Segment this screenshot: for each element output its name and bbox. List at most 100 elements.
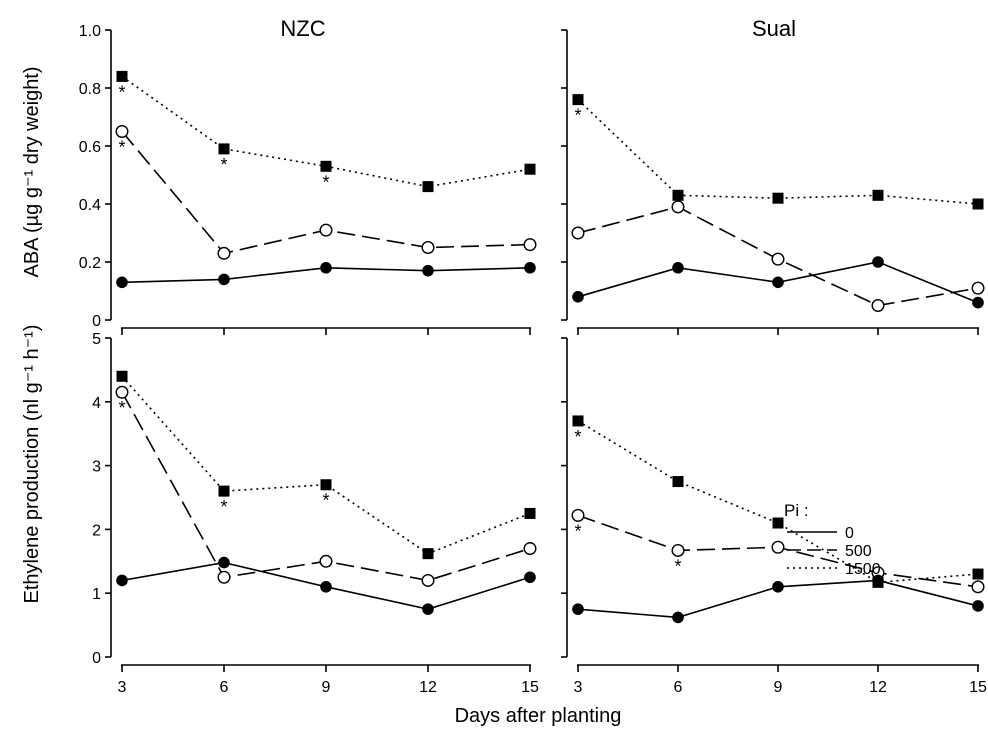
significance-star: * xyxy=(574,106,581,126)
y-tick-label: 0.2 xyxy=(79,255,101,272)
point-1500 xyxy=(524,163,536,175)
point-500 xyxy=(571,508,585,522)
point-500 xyxy=(871,299,885,313)
point-1500 xyxy=(422,181,434,193)
point-0 xyxy=(772,276,784,289)
point-0 xyxy=(116,574,128,587)
y-tick-label: 3 xyxy=(92,459,101,476)
legend-label-1500: 1500 xyxy=(845,561,881,578)
point-500 xyxy=(421,240,435,254)
x-tick-label: 12 xyxy=(869,679,887,696)
point-500 xyxy=(115,124,129,138)
y-tick-label: 0 xyxy=(92,650,101,667)
point-500 xyxy=(115,385,129,399)
point-500 xyxy=(319,554,333,568)
y-tick-label: 5 xyxy=(92,331,101,348)
point-500 xyxy=(971,281,985,295)
point-500 xyxy=(319,223,333,237)
point-500 xyxy=(971,580,985,594)
point-0 xyxy=(772,581,784,593)
point-1500 xyxy=(972,568,984,580)
y-tick-label: 1 xyxy=(92,586,101,603)
point-0 xyxy=(972,296,984,309)
significance-star: * xyxy=(322,172,329,192)
y-tick-label: 0.6 xyxy=(79,139,101,156)
point-1500 xyxy=(422,548,434,560)
point-1500 xyxy=(972,198,984,210)
y-axis-label-aba: ABA (µg g⁻¹ dry weight) xyxy=(21,66,43,277)
legend-label-500: 500 xyxy=(845,543,872,560)
point-500 xyxy=(421,573,435,587)
significance-star: * xyxy=(574,521,581,541)
point-1500 xyxy=(672,476,684,488)
y-tick-label: 1.0 xyxy=(79,23,101,40)
significance-star: * xyxy=(118,398,125,418)
x-tick-label: 15 xyxy=(521,679,539,696)
point-0 xyxy=(572,291,584,303)
point-0 xyxy=(422,264,434,277)
x-tick-label: 3 xyxy=(574,679,583,696)
point-500 xyxy=(671,543,685,557)
point-0 xyxy=(524,571,536,584)
legend-title: Pi : xyxy=(784,501,809,520)
point-500 xyxy=(523,542,537,556)
point-1500 xyxy=(524,507,536,519)
point-500 xyxy=(217,246,231,260)
panel-3: 3 6 9 12 15 * * * xyxy=(561,337,987,696)
point-0 xyxy=(872,256,884,268)
y-tick-label: 0.4 xyxy=(79,197,101,214)
point-0 xyxy=(572,603,584,615)
panel-1: * xyxy=(561,29,985,335)
y-axis-label-ethylene: Ethylene production (nl g⁻¹ h⁻¹) xyxy=(21,324,43,603)
significance-star: * xyxy=(220,497,227,517)
significance-star: * xyxy=(322,491,329,511)
point-0 xyxy=(218,556,230,569)
col-title-sual: Sual xyxy=(752,16,796,41)
significance-star: * xyxy=(574,427,581,447)
point-0 xyxy=(872,574,884,587)
panel-0: 0 0.2 0.4 0.6 0.8 1.0 * * * * xyxy=(79,23,537,335)
legend-label-0: 0 xyxy=(845,525,854,542)
point-0 xyxy=(672,611,684,624)
x-tick-label: 9 xyxy=(322,679,331,696)
series-line-1500 xyxy=(577,420,979,584)
point-1500 xyxy=(116,70,128,82)
significance-star: * xyxy=(118,82,125,102)
point-1500 xyxy=(672,189,684,201)
x-tick-label: 12 xyxy=(419,679,437,696)
series-line-1500 xyxy=(577,99,979,205)
point-0 xyxy=(422,603,434,615)
point-1500 xyxy=(872,189,884,201)
y-tick-label: 2 xyxy=(92,522,101,539)
point-0 xyxy=(116,276,128,289)
point-500 xyxy=(771,252,785,266)
point-0 xyxy=(320,581,332,593)
point-0 xyxy=(320,262,332,274)
x-axis-label: Days after planting xyxy=(455,705,622,727)
point-0 xyxy=(972,600,984,612)
legend: Pi : 0 500 1500 xyxy=(784,501,881,578)
point-1500 xyxy=(116,370,128,382)
point-1500 xyxy=(320,160,332,172)
point-500 xyxy=(571,226,585,240)
point-0 xyxy=(672,262,684,274)
col-title-nzc: NZC xyxy=(280,16,325,41)
significance-star: * xyxy=(674,556,681,576)
x-tick-label: 15 xyxy=(969,679,987,696)
x-tick-label: 6 xyxy=(674,679,683,696)
point-0 xyxy=(524,262,536,274)
point-1500 xyxy=(772,517,784,529)
x-tick-label: 3 xyxy=(118,679,127,696)
point-0 xyxy=(218,273,230,286)
point-500 xyxy=(523,238,537,252)
point-1500 xyxy=(772,192,784,204)
y-tick-label: 4 xyxy=(92,395,101,412)
y-tick-label: 0 xyxy=(92,313,101,330)
point-500 xyxy=(671,200,685,214)
x-tick-label: 9 xyxy=(774,679,783,696)
point-1500 xyxy=(218,485,230,497)
point-1500 xyxy=(320,479,332,491)
series-line-1500 xyxy=(121,375,531,555)
